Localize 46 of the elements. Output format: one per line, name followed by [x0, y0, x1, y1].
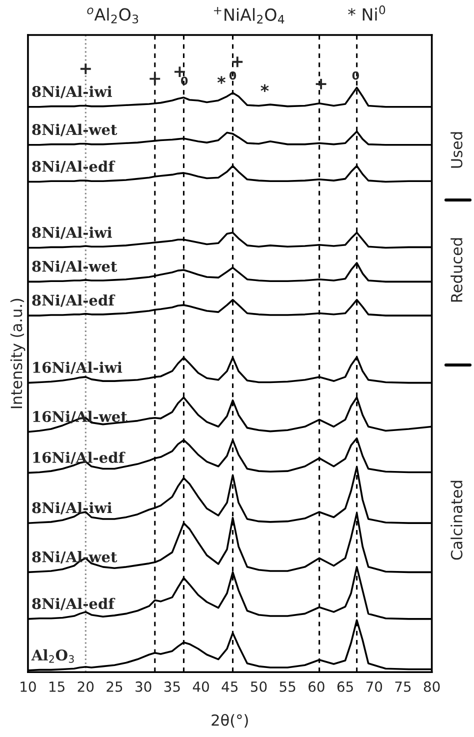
series-label: Al$_{2}$O$_{3}$ — [31, 649, 74, 663]
series-label: 8Ni/Al-edf — [32, 160, 116, 174]
x-axis-title: 2θ(°) — [212, 714, 248, 728]
series-label: 8Ni/Al-iwi — [32, 226, 112, 240]
series-label: 8Ni/Al-wet — [32, 260, 118, 273]
text: $^{+}$NiAl$_{2}$O$_{4}$ — [214, 7, 284, 24]
text: Used — [450, 132, 462, 168]
x-tick-label: 60 — [308, 681, 324, 692]
x-tick-label: 45 — [222, 682, 238, 692]
annotation: * — [217, 76, 226, 84]
text: Calcinated — [450, 480, 462, 560]
series-label: 8Ni/Al-edf — [32, 598, 116, 610]
annotation: 0 — [229, 71, 236, 80]
x-tick-label: 75 — [395, 682, 411, 692]
x-tick-label: 20 — [78, 681, 94, 692]
annotation: + — [80, 64, 91, 74]
text: * Ni$^{0}$ — [348, 5, 386, 20]
series-label: 8Ni/Al-edf — [32, 294, 116, 307]
annotation: + — [232, 56, 243, 68]
series-label: 16Ni/Al-edf — [33, 452, 126, 464]
x-tick-label: 65 — [337, 681, 353, 692]
x-tick-label: 10 — [20, 681, 36, 692]
x-tick-label: 40 — [192, 681, 209, 692]
annotation: 0 — [352, 71, 359, 80]
series-label: 16Ni/Al-iwi — [33, 362, 122, 374]
x-tick-label: 55 — [280, 682, 296, 692]
x-tick-label: 70 — [366, 681, 382, 692]
series-label: 8Ni/Al-iwi — [32, 502, 112, 514]
annotation: + — [316, 78, 326, 90]
series-label: 8Ni/Al-wet — [32, 551, 118, 564]
x-tick-label: 25 — [106, 681, 122, 692]
annotation: + — [150, 74, 160, 84]
series-label: 8Ni/Al-iwi — [32, 86, 112, 98]
annotation: + — [174, 66, 185, 78]
text: $^{o}$Al$_{2}$O$_{3}$ — [87, 8, 138, 24]
annotation: * — [260, 84, 269, 92]
x-tick-label: 50 — [250, 681, 267, 692]
text: Reduced — [450, 238, 462, 302]
x-tick-label: 35 — [164, 681, 180, 692]
series-label: 16Ni/Al-wet — [33, 410, 128, 424]
x-tick-label: 30 — [136, 681, 152, 692]
x-tick-label: 80 — [424, 681, 440, 692]
annotation: 0 — [180, 76, 188, 85]
y-axis-title: Intensity (a.u.) — [10, 298, 26, 408]
x-tick-label: 15 — [50, 682, 64, 692]
series-label: 8Ni/Al-wet — [32, 124, 118, 136]
